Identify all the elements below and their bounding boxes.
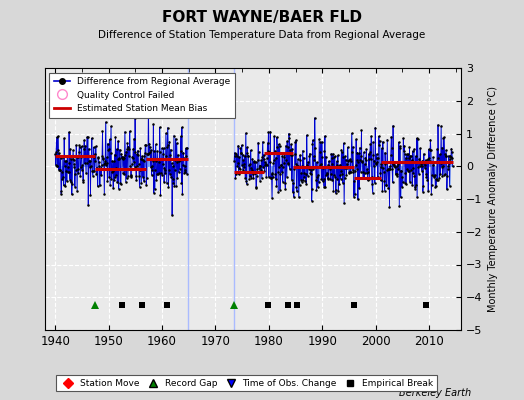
Text: Difference of Station Temperature Data from Regional Average: Difference of Station Temperature Data f… [99,30,425,40]
Y-axis label: Monthly Temperature Anomaly Difference (°C): Monthly Temperature Anomaly Difference (… [488,86,498,312]
Text: FORT WAYNE/BAER FLD: FORT WAYNE/BAER FLD [162,10,362,25]
Legend: Difference from Regional Average, Quality Control Failed, Estimated Station Mean: Difference from Regional Average, Qualit… [49,72,235,118]
Legend: Station Move, Record Gap, Time of Obs. Change, Empirical Break: Station Move, Record Gap, Time of Obs. C… [56,375,437,392]
Text: Berkeley Earth: Berkeley Earth [399,388,472,398]
